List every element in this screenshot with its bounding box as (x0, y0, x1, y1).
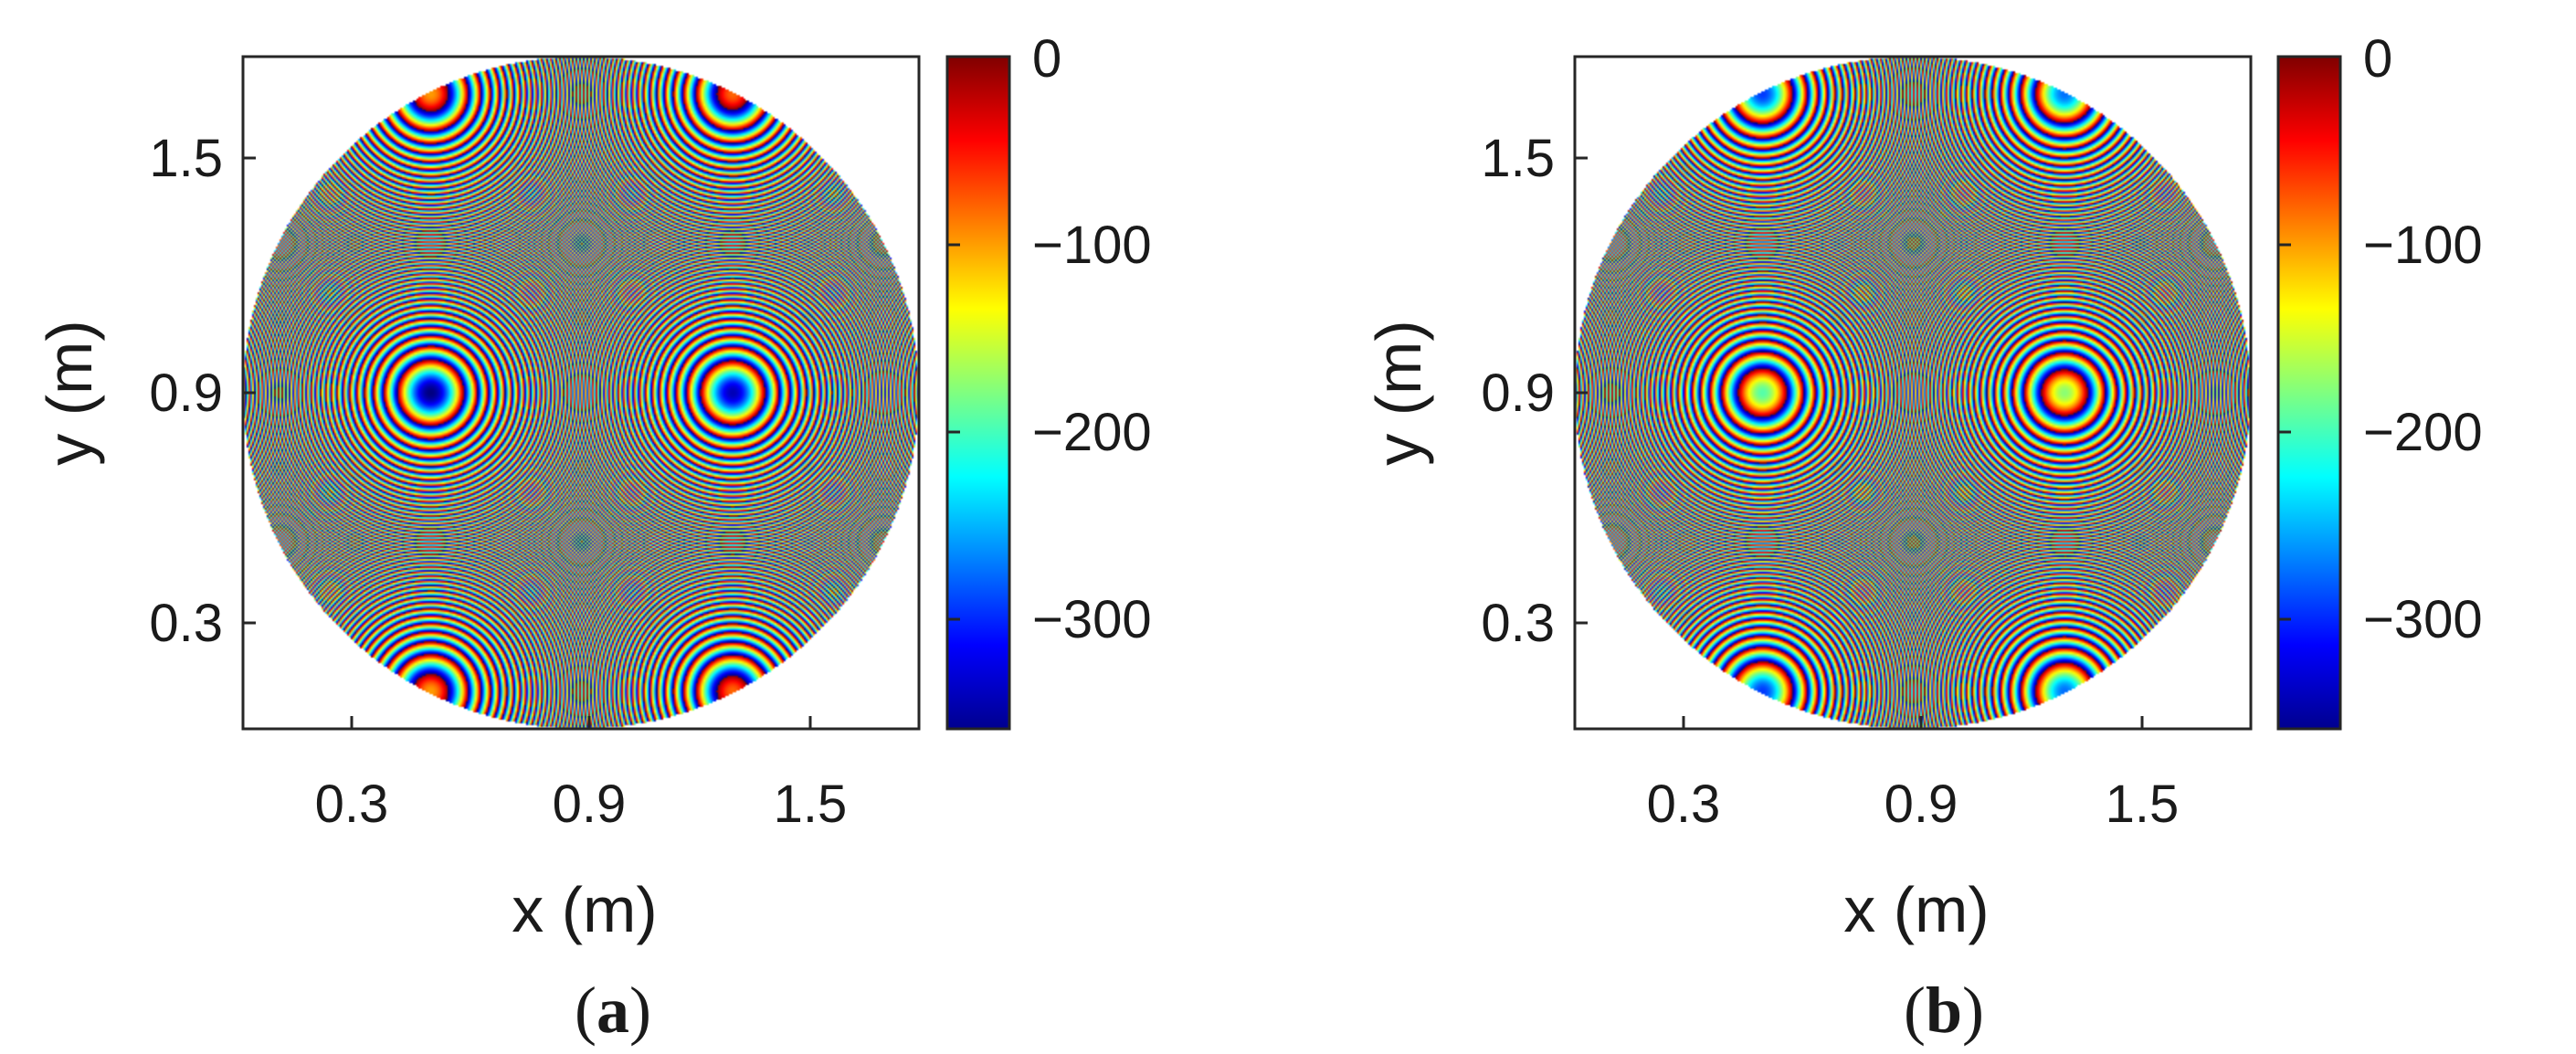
colorbar-tick-label: 0 (1032, 29, 1061, 89)
y-tick-label: 0.3 (1481, 594, 1555, 653)
y-tick-label: 0.9 (1481, 364, 1555, 423)
colorbar-ticks-b: 0 −100 −200 −300 (2278, 29, 2483, 649)
colorbar-b (2276, 55, 2342, 731)
x-tick-label: 1.5 (2106, 775, 2180, 834)
x-tick-label: 0.3 (1647, 775, 1721, 834)
colorbar-ticks-a: 0 −100 −200 −300 (947, 29, 1152, 649)
x-ticks-a: 0.3 0.9 1.5 (315, 716, 848, 834)
x-tick-label: 0.3 (315, 775, 389, 834)
x-axis-label-b: x (m) (1843, 874, 1989, 945)
y-axis-label-b: y (m) (1363, 320, 1434, 465)
phase-map-b (1575, 57, 2251, 729)
y-axis-label-a: y (m) (34, 320, 105, 465)
panel-caption-a: (a) (575, 974, 651, 1047)
x-tick-label: 0.9 (1884, 775, 1958, 834)
colorbar-tick-label: −300 (1032, 590, 1152, 649)
panel-a: 1.5 0.9 0.3 0.3 0.9 1.5 0 −100 −200 −300… (34, 29, 1152, 1047)
panel-caption-b: (b) (1904, 974, 1984, 1047)
y-tick-label: 0.9 (149, 364, 223, 423)
y-ticks-a: 1.5 0.9 0.3 (149, 129, 256, 653)
colorbar-a (945, 55, 1011, 731)
y-tick-label: 1.5 (1481, 129, 1555, 188)
y-ticks-b: 1.5 0.9 0.3 (1481, 129, 1588, 653)
panel-b: 1.5 0.9 0.3 0.3 0.9 1.5 0 −100 −200 −300… (1363, 29, 2483, 1047)
colorbar-tick-label: −300 (2363, 590, 2483, 649)
phase-map-a (243, 57, 919, 729)
colorbar-tick-label: −200 (1032, 403, 1152, 462)
y-tick-label: 1.5 (149, 129, 223, 188)
colorbar-tick-label: −100 (1032, 216, 1152, 275)
y-tick-label: 0.3 (149, 594, 223, 653)
colorbar-tick-label: −100 (2363, 216, 2483, 275)
colorbar-tick-label: −200 (2363, 403, 2483, 462)
colorbar-tick-label: 0 (2363, 29, 2392, 89)
x-tick-label: 0.9 (553, 775, 627, 834)
x-ticks-b: 0.3 0.9 1.5 (1647, 716, 2180, 834)
x-tick-label: 1.5 (774, 775, 848, 834)
x-axis-label-a: x (m) (512, 874, 657, 945)
